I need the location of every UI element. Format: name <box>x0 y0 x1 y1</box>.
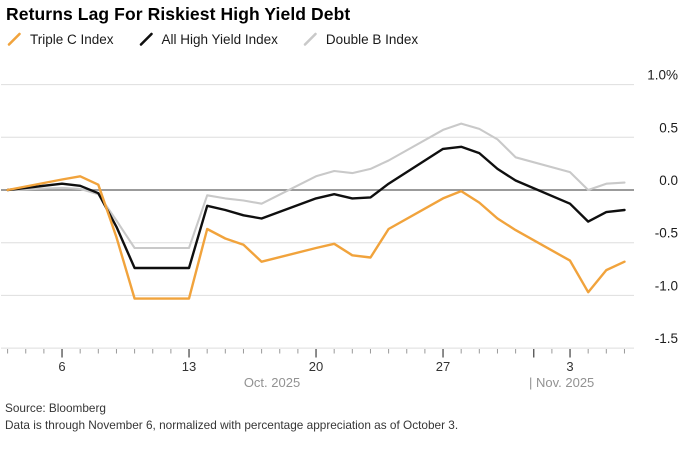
x-axis-label: 3 <box>566 359 573 374</box>
chart-footer: Source: Bloomberg Data is through Novemb… <box>5 400 458 434</box>
legend-slash-icon <box>139 32 153 46</box>
series-line-double-b-index <box>6 122 626 250</box>
source-text: Source: Bloomberg <box>5 401 106 415</box>
y-axis-label: 1.0% <box>647 68 678 83</box>
y-axis-label: -0.5 <box>655 226 678 241</box>
chart-legend: Triple C Index All High Yield Index Doub… <box>6 31 418 48</box>
x-axis-label: 20 <box>309 359 323 374</box>
legend-slash-icon <box>7 32 21 46</box>
y-axis-label: -1.0 <box>655 278 678 293</box>
y-axis-label: 0.5 <box>659 120 678 135</box>
month-label: Oct. 2025 <box>244 375 300 390</box>
month-label: | Nov. 2025 <box>529 375 594 390</box>
y-axis-label: 0.0 <box>659 173 678 188</box>
legend-slash-icon <box>303 32 317 46</box>
y-axis-label: -1.5 <box>655 331 678 346</box>
x-axis-label: 6 <box>58 359 65 374</box>
series-line-triple-c-index <box>6 175 626 300</box>
legend-label: Double B Index <box>325 32 419 47</box>
legend-item-double-b: Double B Index <box>302 31 418 48</box>
footnote-text: Data is through November 6, normalized w… <box>5 417 459 432</box>
x-axis-label: 27 <box>436 359 450 374</box>
series-line-all-high-yield-index <box>6 145 626 270</box>
legend-label: Triple C Index <box>30 32 114 47</box>
legend-item-triple-c: Triple C Index <box>6 31 114 48</box>
x-axis-label: 13 <box>182 359 196 374</box>
legend-label: All High Yield Index <box>161 32 278 47</box>
legend-item-all-high-yield: All High Yield Index <box>138 31 278 48</box>
chart-title: Returns Lag For Riskiest High Yield Debt <box>6 4 351 24</box>
